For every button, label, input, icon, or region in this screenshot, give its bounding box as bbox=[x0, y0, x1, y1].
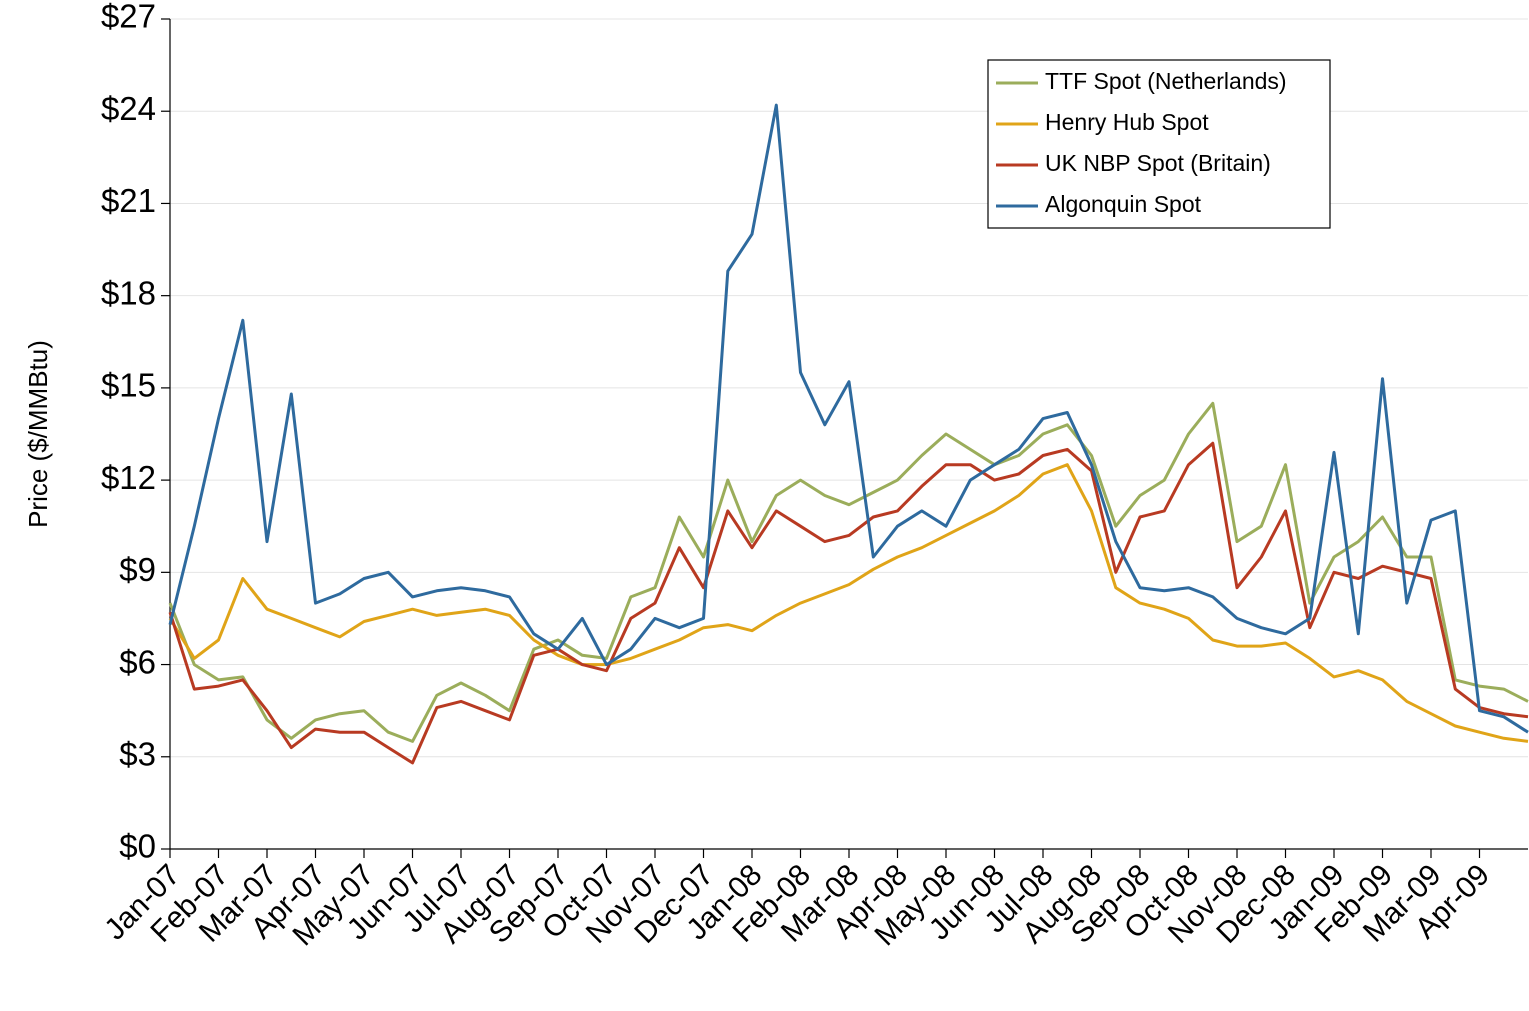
series-line bbox=[168, 463, 1529, 743]
y-tick-label: $21 bbox=[101, 182, 156, 219]
y-tick-label: $3 bbox=[119, 735, 156, 772]
y-tick-label: $18 bbox=[101, 274, 156, 311]
y-tick-label: $24 bbox=[101, 90, 156, 127]
y-tick-label: $27 bbox=[101, 0, 156, 35]
series-line bbox=[168, 401, 1529, 743]
y-tick-label: $6 bbox=[119, 643, 156, 680]
y-axis-label: Price ($/MMBtu) bbox=[23, 340, 53, 528]
legend-label: Algonquin Spot bbox=[1045, 191, 1202, 217]
y-tick-label: $15 bbox=[101, 367, 156, 404]
legend-label: UK NBP Spot (Britain) bbox=[1045, 150, 1271, 176]
legend-box bbox=[987, 59, 1331, 229]
series-line bbox=[168, 441, 1529, 765]
series-line bbox=[168, 103, 1529, 734]
y-tick-label: $12 bbox=[101, 459, 156, 496]
y-tick-label: $9 bbox=[119, 551, 156, 588]
y-tick-label: $0 bbox=[119, 828, 156, 865]
legend-label: Henry Hub Spot bbox=[1045, 109, 1209, 135]
legend-label: TTF Spot (Netherlands) bbox=[1045, 68, 1287, 94]
